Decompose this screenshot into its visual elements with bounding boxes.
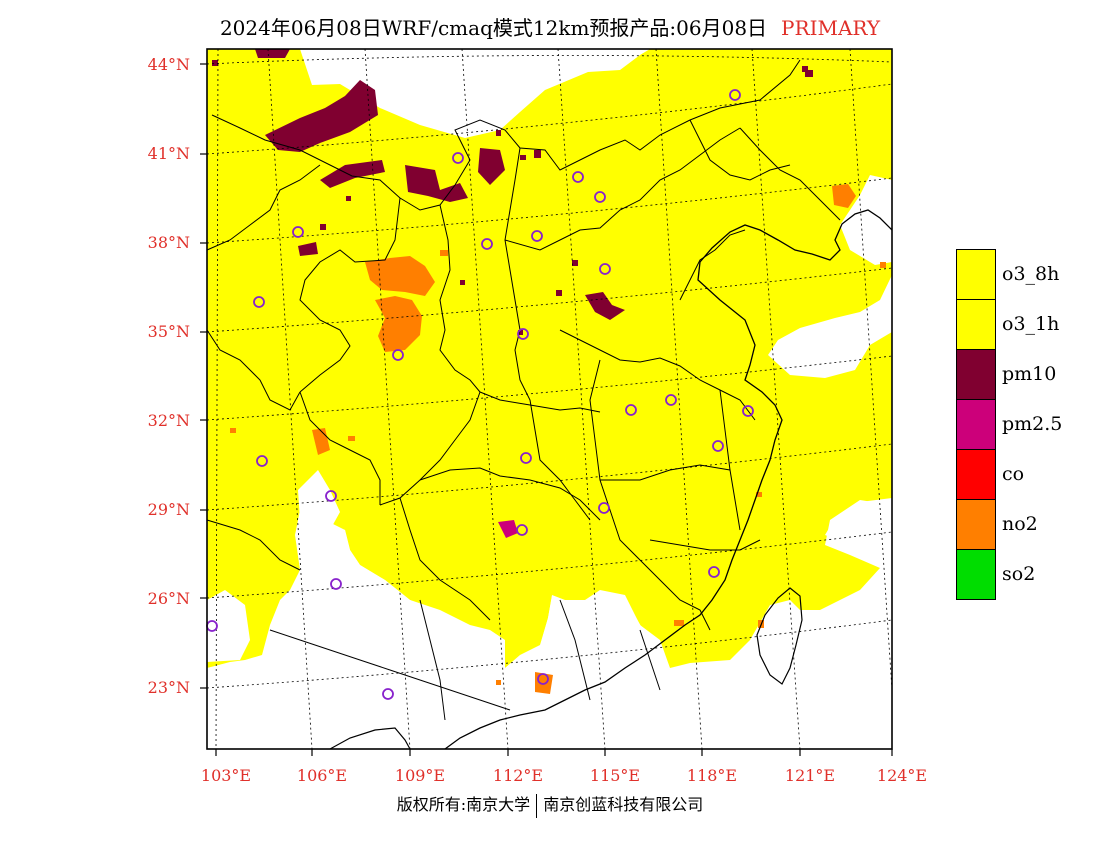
station-marker [729,89,741,101]
clear-area-east-sea [825,498,892,545]
station-marker [572,171,584,183]
title-text: 2024年06月08日WRF/cmaq模式12km预报产品:06月08日 [219,16,768,40]
pm10-blob-yinchuan [298,242,318,256]
footer-divider [536,793,538,818]
legend-swatch-co [956,449,996,500]
legend-swatch-o3-1h [956,299,996,350]
map-frame [206,48,893,750]
station-marker [382,688,394,700]
lat-label-29: 29°N [147,500,190,519]
station-marker [325,490,337,502]
clear-area-south [207,500,892,749]
station-marker [452,152,464,164]
station-marker [517,328,529,340]
clear-area-north [305,49,640,120]
station-marker [625,404,637,416]
legend-swatch-pm25 [956,399,996,450]
station-marker [708,566,720,578]
lon-label-115: 115°E [589,766,641,785]
lon-label-112: 112°E [492,766,544,785]
graticule [206,48,893,750]
pm10-blob-beijing [478,148,505,185]
legend-swatch-o3-8h [956,249,996,300]
legend-label-o3-1h: o3_1h [1002,313,1060,335]
legend-label-pm25: pm2.5 [1002,413,1063,435]
pm10-blob-shandong [585,292,625,320]
legend-label-o3-8h: o3_8h [1002,263,1060,285]
copyright-left: 版权所有:南京大学 [396,795,531,814]
pm10-blob-ningxia [320,160,385,188]
no2-blob-shanxi [365,256,435,296]
copyright-footer: 版权所有:南京大学 南京创蓝科技有限公司 [0,791,1100,818]
station-marker [330,578,342,590]
lat-label-35: 35°N [147,322,190,341]
station-marker [712,440,724,452]
lat-label-26: 26°N [147,589,190,608]
station-marker [742,405,754,417]
taiwan-outline [756,587,803,685]
clear-area-yunnan-west [207,590,250,662]
station-marker [594,191,606,203]
scattered-pixels [212,60,886,685]
no2-blob-sichuan [312,428,330,455]
lat-label-44: 44°N [147,55,190,74]
clear-area-guizhou [298,470,340,540]
legend-swatch-pm10 [956,349,996,400]
lon-label-109: 109°E [394,766,446,785]
pm10-blob-inner-mongolia [265,80,378,152]
legend-label-pm10: pm10 [1002,363,1057,385]
lat-label-23: 23°N [147,678,190,697]
lon-label-121: 121°E [784,766,836,785]
lon-label-118: 118°E [686,766,738,785]
hainan-outline [329,727,411,750]
station-marker [392,349,404,361]
lat-label-41: 41°N [147,144,190,163]
clear-area-east [768,275,892,378]
copyright-right: 南京创蓝科技有限公司 [543,795,704,814]
station-marker [520,452,532,464]
station-marker [599,263,611,275]
lon-label-106: 106°E [296,766,348,785]
pm10-blob-hebei [405,165,468,202]
station-marker [516,524,528,536]
lat-label-32: 32°N [147,411,190,430]
no2-blob-xian [375,296,422,352]
coastline [444,209,893,750]
station-marker [253,296,265,308]
station-marker [665,394,677,406]
pm10-blob-north-edge [255,49,290,58]
title-tag: PRIMARY [781,16,881,40]
legend-label-so2: so2 [1002,563,1036,585]
province-borders [206,59,841,721]
station-marker [292,226,304,238]
lat-label-38: 38°N [147,233,190,252]
station-marker [531,230,543,242]
legend-label-co: co [1002,463,1025,485]
station-marker [598,502,610,514]
map-title: 2024年06月08日WRF/cmaq模式12km预报产品:06月08日 PRIM… [0,12,1100,41]
no2-blob-shanghai [832,184,856,208]
frame-ticks [200,63,893,756]
lon-label-103: 103°E [200,766,252,785]
pm25-blob-changsha [498,520,518,538]
station-marker [256,455,268,467]
lon-label-124: 124°E [876,766,928,785]
legend-swatch-so2 [956,549,996,600]
clear-area-bohai [840,175,892,265]
station-marker [537,673,549,685]
legend-label-no2: no2 [1002,513,1038,535]
station-marker [481,238,493,250]
legend-swatch-no2 [956,499,996,550]
o3-region-main [207,49,892,668]
monitoring-stations [206,89,754,700]
